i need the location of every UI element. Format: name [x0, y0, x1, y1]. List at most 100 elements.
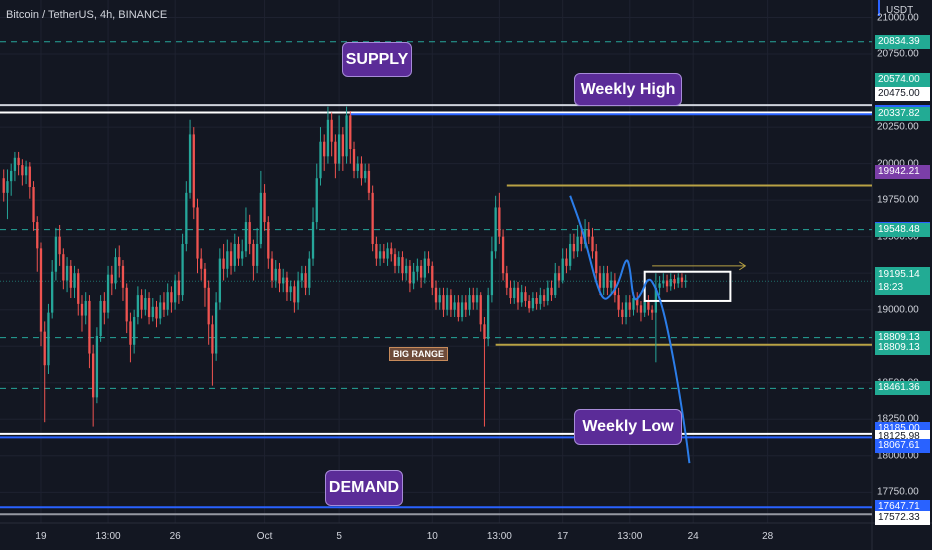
candle-body	[337, 134, 341, 164]
candle-body	[587, 229, 590, 237]
price-label: 18067.61	[875, 438, 930, 453]
candle-body	[289, 286, 292, 293]
candle-body	[214, 302, 218, 354]
candle-body	[218, 258, 222, 303]
x-tick-label: 13:00	[95, 531, 121, 542]
candle-body	[580, 236, 583, 244]
projection-arrow-head	[739, 261, 747, 271]
x-tick-label: 13:00	[617, 531, 643, 542]
candle-body	[248, 222, 251, 244]
candle-body	[464, 302, 467, 310]
candle-body	[319, 141, 322, 179]
candle-body	[267, 222, 270, 259]
candle-body	[200, 258, 203, 269]
candle-body	[542, 295, 546, 301]
y-tick-label: 19500.00	[877, 231, 919, 243]
candle-body	[21, 165, 24, 176]
candle-body	[401, 257, 404, 274]
price-label: 19942.21	[875, 165, 930, 180]
x-tick-label: 26	[169, 531, 181, 542]
candle-body	[270, 258, 274, 281]
candle-countdown: 18:23	[878, 282, 904, 294]
candle-body	[233, 243, 236, 266]
candle-body	[554, 273, 557, 296]
weekly-low-annotation[interactable]: Weekly Low	[574, 409, 682, 445]
last-price-label: 19195.14 18:23	[875, 267, 930, 296]
candle-body	[505, 273, 508, 288]
last-price-value: 19195.14	[878, 269, 920, 281]
symbol-title[interactable]: Bitcoin / TetherUS, 4h, BINANCE	[6, 9, 168, 21]
candle-body	[598, 273, 602, 288]
candle-body	[382, 251, 385, 259]
candle-body	[36, 222, 39, 249]
candle-body	[397, 257, 400, 266]
candle-body	[170, 292, 173, 303]
y-tick-label: 19000.00	[877, 304, 919, 316]
candle-body	[65, 265, 69, 281]
candle-body	[58, 236, 61, 255]
candle-body	[6, 181, 9, 193]
big-range-annotation[interactable]: BIG RANGE	[389, 347, 449, 361]
candle-body	[129, 321, 132, 345]
candle-body	[285, 277, 289, 293]
candle-body	[274, 268, 277, 281]
candle-body	[13, 157, 17, 171]
candle-body	[311, 222, 315, 259]
candle-body	[308, 258, 311, 288]
candle-body	[371, 192, 374, 244]
candle-body	[621, 309, 624, 318]
weekly-high-annotation[interactable]: Weekly High	[574, 73, 682, 106]
candle-body	[647, 300, 650, 310]
candle-body	[192, 134, 195, 208]
candle-body	[602, 273, 605, 288]
candle-body	[80, 303, 84, 316]
candle-body	[24, 166, 28, 176]
currency-label[interactable]: USDT	[886, 5, 914, 16]
candle-body	[241, 251, 244, 259]
candle-body	[244, 222, 248, 252]
candle-body	[147, 298, 151, 318]
y-tick-label: 20000.00	[877, 158, 919, 170]
candle-body	[658, 283, 661, 288]
x-tick-label: 24	[687, 531, 699, 542]
candle-body	[490, 251, 494, 296]
candle-body	[330, 119, 333, 142]
y-tick-label: 20750.00	[877, 48, 919, 60]
price-label: 20834.39	[875, 34, 930, 49]
candle-body	[222, 258, 225, 269]
candle-body	[442, 295, 445, 310]
candle-body	[412, 271, 415, 284]
x-tick-label: 5	[336, 531, 342, 542]
candle-body	[173, 280, 177, 303]
candle-body	[28, 166, 31, 187]
candle-body	[237, 243, 240, 259]
candle-body	[114, 257, 117, 284]
candle-body	[151, 306, 154, 318]
candle-body	[457, 302, 460, 318]
demand-annotation[interactable]: DEMAND	[325, 470, 403, 506]
candle-body	[162, 302, 166, 310]
candle-body	[296, 280, 300, 303]
candle-body	[177, 280, 181, 296]
x-tick-label: 13:00	[486, 531, 512, 542]
candle-body	[669, 279, 672, 287]
supply-annotation[interactable]: SUPPLY	[342, 42, 412, 77]
candle-body	[360, 163, 363, 179]
candle-body	[84, 300, 87, 316]
candle-body	[188, 134, 192, 193]
candle-body	[341, 134, 344, 157]
candle-body	[591, 236, 594, 252]
candle-body	[207, 287, 210, 325]
candle-body	[386, 248, 389, 259]
candle-body	[263, 192, 266, 223]
y-tick-label: 19750.00	[877, 194, 919, 206]
price-label: 20337.82	[875, 107, 930, 122]
candle-body	[446, 295, 449, 310]
candle-body	[405, 265, 408, 274]
y-tick-label: 21000.00	[877, 12, 919, 24]
candle-body	[535, 298, 538, 304]
candle-body	[229, 251, 233, 266]
candle-body	[315, 178, 318, 223]
candle-body	[367, 170, 371, 193]
